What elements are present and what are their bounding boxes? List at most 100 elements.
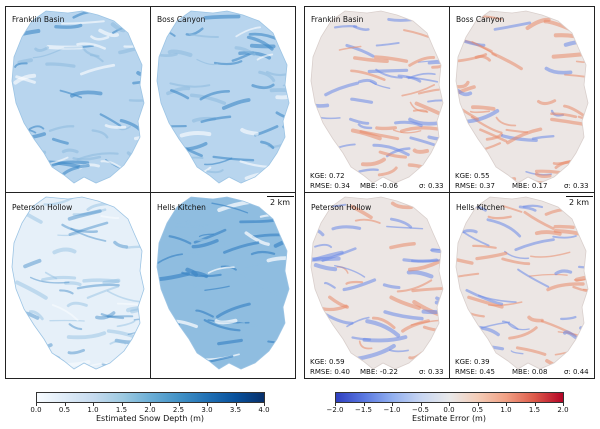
colorbar-tick-label: 0.0 <box>30 406 42 414</box>
terrain-stroke <box>132 77 144 85</box>
terrain-stroke <box>382 283 401 290</box>
terrain-stroke <box>501 320 519 330</box>
terrain-stroke <box>553 224 575 229</box>
terrain-stroke <box>212 155 255 162</box>
terrain-stroke <box>358 78 378 85</box>
terrain-stroke <box>488 301 523 307</box>
terrain-stroke <box>333 25 358 29</box>
error-map-peterson-hollow <box>310 196 444 370</box>
terrain-stroke <box>250 250 276 256</box>
colorbar-tick-label: 4.0 <box>258 406 270 414</box>
terrain-stroke <box>508 323 530 331</box>
terrain-stroke <box>495 116 517 127</box>
terrain-stroke <box>80 63 116 76</box>
terrain-stroke <box>82 278 120 284</box>
error-rmse-franklin-basin: RMSE: 0.34 <box>310 182 350 190</box>
terrain-stroke <box>456 257 474 265</box>
terrain-stroke <box>456 88 473 97</box>
terrain-stroke <box>51 160 90 167</box>
terrain-stroke <box>206 169 224 174</box>
terrain-stroke <box>13 170 38 182</box>
terrain-stroke <box>221 98 251 110</box>
terrain-stroke <box>566 353 583 359</box>
terrain-stroke <box>179 131 212 138</box>
terrain-stroke <box>357 123 373 130</box>
terrain-stroke <box>66 331 107 340</box>
terrain-stroke <box>375 41 400 47</box>
terrain-stroke <box>427 135 443 141</box>
terrain-stroke <box>136 71 144 78</box>
terrain-stroke <box>371 316 396 330</box>
colorbar-tick <box>420 403 422 406</box>
terrain-stroke <box>64 281 82 287</box>
terrain-stroke <box>121 358 144 366</box>
terrain-stroke <box>193 228 227 244</box>
error-panel-title-franklin-basin: Franklin Basin <box>311 15 364 24</box>
terrain-stroke <box>157 169 194 179</box>
basin-raster <box>311 197 443 369</box>
terrain-stroke <box>14 62 28 68</box>
terrain-stroke <box>91 129 109 139</box>
terrain-stroke <box>204 157 233 166</box>
depth-horizontal-divider <box>5 192 296 193</box>
error-kge-franklin-basin: KGE: 0.72 <box>310 172 345 180</box>
terrain-stroke <box>244 262 284 268</box>
terrain-stroke <box>474 54 491 62</box>
colorbar-tick-label: 2.0 <box>144 406 156 414</box>
colorbar-tick <box>36 403 37 406</box>
terrain-stroke <box>113 240 129 249</box>
basin-raster <box>12 11 144 183</box>
terrain-stroke <box>284 354 289 360</box>
terrain-stroke <box>260 140 275 150</box>
colorbar-tick <box>335 403 336 406</box>
depth-panel-title-boss-canyon: Boss Canyon <box>157 15 206 24</box>
terrain-stroke <box>390 217 413 229</box>
terrain-stroke <box>53 178 69 183</box>
basin-raster <box>12 197 144 369</box>
error-colorbar <box>335 392 564 403</box>
terrain-stroke <box>28 125 45 130</box>
error-map-boss-canyon <box>455 10 589 184</box>
terrain-stroke <box>560 315 577 321</box>
terrain-stroke <box>493 21 532 31</box>
terrain-stroke <box>331 225 362 231</box>
terrain-stroke <box>550 112 578 119</box>
terrain-stroke <box>408 56 436 67</box>
terrain-stroke <box>577 115 588 127</box>
terrain-stroke <box>249 43 276 49</box>
terrain-stroke <box>537 99 557 106</box>
colorbar-tick-label: 3.0 <box>201 406 213 414</box>
terrain-stroke <box>189 93 227 105</box>
terrain-stroke <box>409 101 428 113</box>
terrain-stroke <box>554 269 573 276</box>
terrain-stroke <box>462 231 490 247</box>
terrain-stroke <box>311 152 344 159</box>
terrain-stroke <box>486 218 522 238</box>
colorbar-tick-label: 0.5 <box>471 406 484 414</box>
error-mbe-peterson-hollow: MBE: -0.22 <box>360 368 398 376</box>
terrain-stroke <box>401 84 436 97</box>
terrain-stroke <box>70 227 107 242</box>
terrain-stroke <box>313 263 338 272</box>
basin-raster <box>157 11 289 183</box>
terrain-stroke <box>99 113 122 127</box>
terrain-stroke <box>167 49 193 58</box>
terrain-stroke <box>359 130 400 141</box>
depth-map-hells-kitchen <box>156 196 290 370</box>
terrain-stroke <box>76 152 119 161</box>
terrain-stroke <box>534 172 552 179</box>
terrain-stroke <box>429 225 443 231</box>
terrain-stroke <box>469 110 490 114</box>
terrain-stroke <box>28 310 44 321</box>
terrain-stroke <box>227 321 246 328</box>
terrain-stroke <box>83 48 100 58</box>
terrain-stroke <box>458 272 480 278</box>
terrain-stroke <box>527 315 544 323</box>
error-scale-bar <box>566 196 593 197</box>
terrain-stroke <box>530 251 571 258</box>
terrain-stroke <box>244 231 270 246</box>
colorbar-tick <box>363 403 365 406</box>
terrain-stroke <box>350 69 386 81</box>
terrain-stroke <box>314 243 333 249</box>
error-kge-peterson-hollow: KGE: 0.59 <box>310 358 345 366</box>
